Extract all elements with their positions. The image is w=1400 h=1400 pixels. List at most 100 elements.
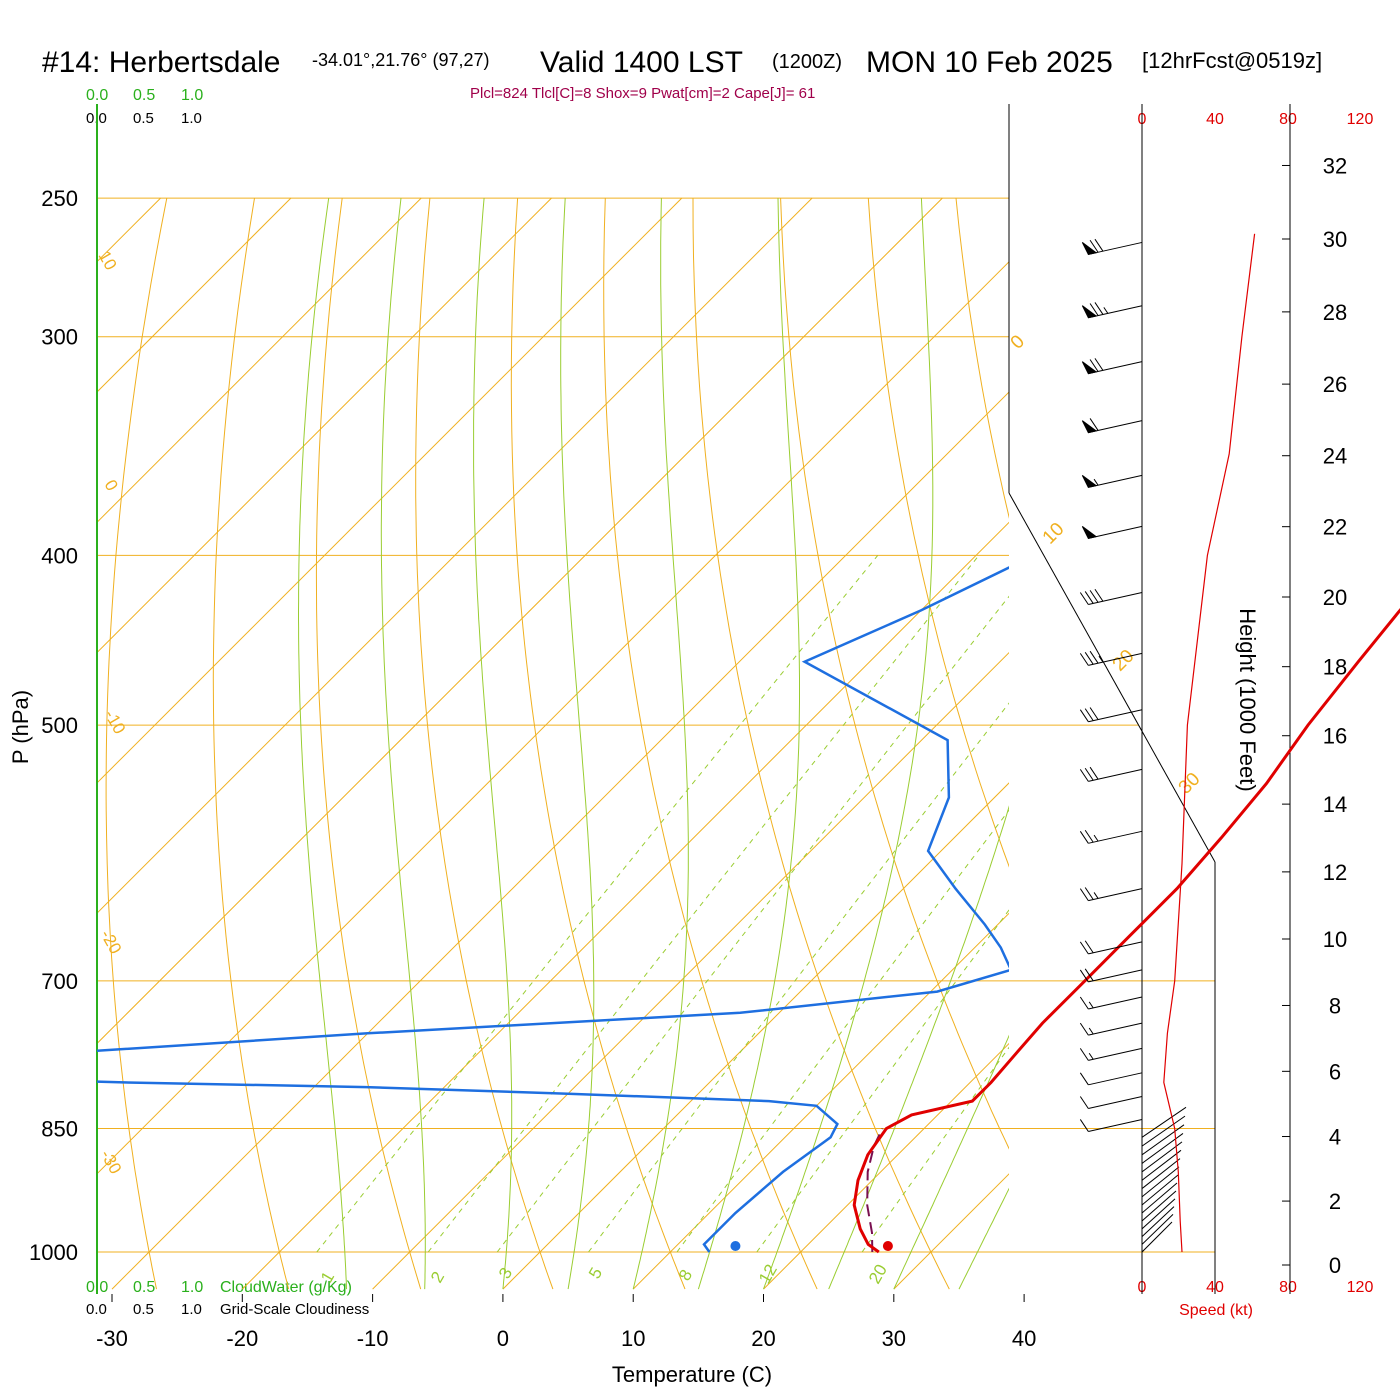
wind-barb-flag	[1084, 968, 1094, 982]
mixing-ratio-line	[316, 555, 879, 1253]
cl-tick: 1.0	[181, 1301, 202, 1318]
wind-barb-flag	[1084, 940, 1094, 954]
y-axis-title: P (hPa)	[8, 690, 33, 764]
height-tick-label: 10	[1323, 927, 1347, 952]
isotherm-line	[502, 782, 1009, 1290]
wind-barb-flag	[1084, 652, 1094, 665]
low-level-wind-line	[1141, 1115, 1186, 1147]
pressure-tick-label: 1000	[29, 1240, 78, 1265]
wind-barb-flag	[1084, 887, 1094, 900]
height-tick-label: 30	[1323, 227, 1347, 252]
height-tick-label: 16	[1323, 724, 1347, 749]
isotherm-line	[1154, 198, 1400, 1289]
wind-barb-shaft	[1088, 888, 1143, 902]
mixing-ratio-line	[427, 555, 980, 1253]
isotherm-line	[97, 197, 683, 784]
frame-diagonal	[1008, 492, 1216, 863]
wind-barb-pennant	[1081, 242, 1098, 256]
wind-barb	[1079, 1047, 1143, 1061]
valid-time: Valid 1400 LST	[540, 46, 743, 79]
surface-temperature-marker	[882, 1241, 893, 1251]
cw-tick: 1.0	[181, 87, 203, 104]
wind-barb	[1079, 829, 1143, 844]
isotherm-label: 30	[1175, 769, 1205, 799]
wind-barb-shaft	[1088, 1096, 1143, 1109]
speed-axis-label: Speed (kt)	[1179, 1302, 1253, 1319]
isotherm-line	[632, 912, 1009, 1290]
moist-adiabat-line	[893, 1034, 1009, 1290]
isotherm-line	[97, 197, 813, 914]
pressure-tick-label: 850	[41, 1116, 78, 1141]
temperature-tick-label: 40	[1012, 1326, 1036, 1351]
wind-barb-flag	[1079, 996, 1089, 1010]
wind-barb	[1079, 940, 1143, 955]
isotherm-label: -20	[97, 927, 126, 958]
wind-barb-half-flag	[1093, 834, 1099, 842]
wind-barb	[1079, 887, 1143, 902]
height-tick-label: 22	[1323, 515, 1347, 540]
wind-barb-half-flag	[1088, 1027, 1094, 1035]
wind-barb-flag	[1084, 591, 1094, 604]
surface-dewpoint-marker	[730, 1241, 741, 1251]
wind-barb	[1079, 707, 1143, 723]
low-level-wind-line	[1141, 1190, 1177, 1222]
height-tick-label: 18	[1323, 655, 1347, 680]
temperature-tick-label: -20	[226, 1326, 258, 1351]
dewpoint-profile	[97, 566, 1009, 1253]
wind-barb-shaft	[1088, 830, 1143, 844]
wind-barb	[1079, 1096, 1143, 1109]
moist-adiabat-line	[763, 198, 934, 1290]
isotherm-lines	[97, 197, 1400, 1290]
height-tick-label: 20	[1323, 585, 1347, 610]
height-tick-label: 12	[1323, 860, 1347, 885]
isotherm-label: 10	[1039, 519, 1069, 549]
low-level-wind-line	[1141, 1214, 1174, 1245]
speed-tick: 120	[1347, 111, 1374, 128]
wind-barb-shaft	[1088, 652, 1143, 666]
station-coords: -34.01°,21.76° (97,27)	[312, 50, 490, 70]
wind-barb-pennant	[1081, 474, 1098, 488]
wind-barb-flag	[1089, 650, 1099, 664]
wind-barb-half-flag	[1093, 478, 1099, 486]
speed-tick: 80	[1279, 111, 1297, 128]
dry-adiabat-line	[415, 198, 554, 1290]
wind-barb-flag	[1079, 769, 1089, 782]
dry-adiabat-line	[780, 198, 1009, 1150]
wind-barb	[1079, 588, 1143, 606]
wind-barb-half-flag	[1088, 1052, 1094, 1060]
height-tick-label: 32	[1323, 153, 1347, 178]
height-tick-label: 0	[1329, 1253, 1341, 1278]
wind-barb-flag	[1079, 1119, 1089, 1132]
wind-barb-flag	[1079, 831, 1089, 844]
wind-barb-half-flag	[1103, 307, 1109, 314]
wind-barb-flag	[1089, 359, 1099, 372]
wind-barb	[1081, 238, 1143, 256]
speed-tick: 40	[1206, 111, 1224, 128]
wind-barb-shaft	[1088, 1047, 1143, 1061]
wind-barb-flag	[1089, 418, 1099, 431]
temperature-profile	[852, 607, 1400, 1254]
pressure-tick-label: 250	[41, 186, 78, 211]
wind-barb-shaft	[1088, 1118, 1143, 1132]
mixing-ratio-label: 20	[865, 1261, 891, 1287]
isobar-lines	[97, 197, 1215, 1253]
cloudiness-label: Grid-Scale Cloudiness	[220, 1301, 369, 1318]
wind-barb-shaft	[1088, 474, 1143, 488]
wind-barb	[1081, 418, 1143, 434]
dry-adiabat-line	[603, 198, 818, 1290]
speed-scale-bottom: 0 40 80 120 Speed (kt)	[1138, 1279, 1374, 1319]
wind-barb-shaft	[1088, 241, 1143, 255]
mixing-ratio-line	[496, 595, 1009, 1253]
isotherm-line	[97, 197, 943, 1045]
moist-adiabat-line	[697, 198, 800, 1290]
wind-barb-flag	[1079, 941, 1089, 955]
mixing-ratio-line	[756, 909, 1009, 1253]
cw-tick: 0.5	[133, 1279, 155, 1296]
height-tick-label: 24	[1323, 444, 1347, 469]
pressure-tick-label: 500	[41, 713, 78, 738]
wind-barb-flag	[1079, 709, 1089, 722]
mixing-ratio-label: 2	[427, 1268, 448, 1286]
wind-barb-flag	[1084, 708, 1094, 721]
wind-barb-flag	[1089, 590, 1099, 603]
